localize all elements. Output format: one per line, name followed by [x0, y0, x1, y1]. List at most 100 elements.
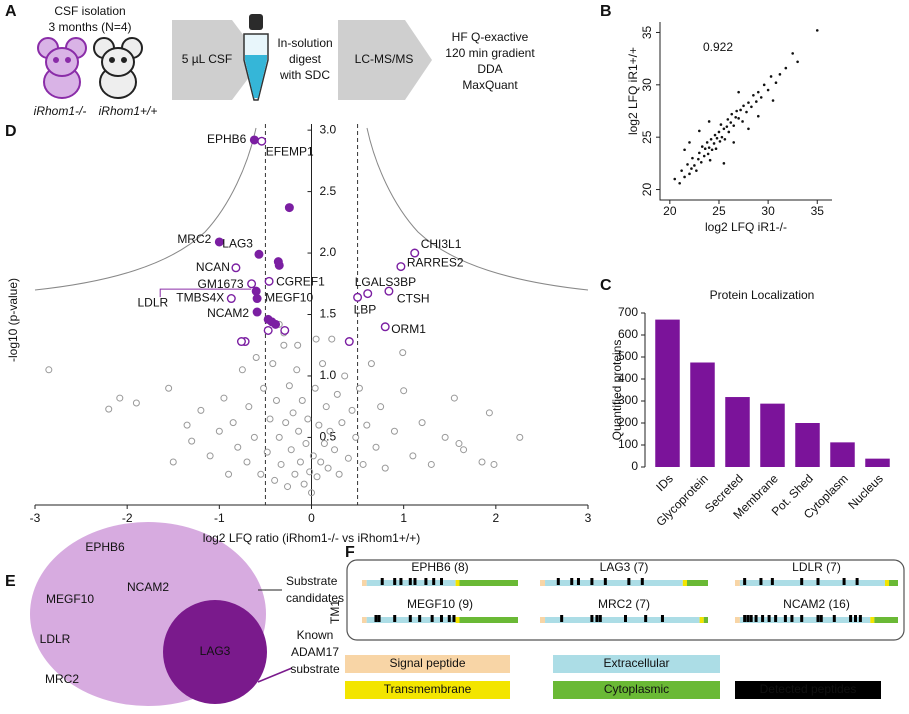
point: [229, 419, 237, 427]
workflow-text: CSF isolation: [54, 4, 125, 18]
legend-swatch: [553, 655, 720, 673]
cytoplasmic: [687, 580, 708, 586]
workflow-step: 5 µL CSF: [182, 52, 232, 66]
protein-map-frame: [346, 559, 905, 641]
point: [450, 394, 458, 402]
point: [745, 110, 748, 114]
point-label: ORM1: [391, 322, 426, 336]
point: [719, 123, 723, 126]
point: [348, 406, 356, 414]
extracellular: [739, 617, 871, 623]
y-tick-label: 1.5: [320, 307, 337, 321]
point: [778, 73, 782, 76]
cytoplasmic: [874, 617, 898, 623]
point-label: GM1673: [198, 277, 244, 291]
x-tick-label: IDs: [653, 471, 676, 494]
peptide: [816, 615, 820, 622]
point: [399, 349, 407, 357]
point: [427, 460, 435, 468]
peptide: [556, 578, 560, 585]
point: [708, 158, 712, 162]
axis: [659, 22, 832, 201]
point: [308, 489, 315, 497]
point: [712, 142, 716, 145]
point: [188, 437, 196, 445]
workflow-step: DDA: [477, 62, 502, 76]
peptide: [819, 615, 823, 622]
point: [702, 154, 706, 158]
labeled-point: [251, 286, 261, 296]
labeled-point: [214, 237, 224, 247]
point: [372, 443, 380, 451]
bar: [655, 319, 680, 467]
peptide: [447, 615, 451, 622]
highlight-point: [284, 203, 294, 213]
venn-label: MEGF10: [46, 592, 94, 606]
point: [206, 452, 214, 460]
side-label: TM1: [328, 600, 342, 624]
point: [45, 366, 53, 374]
point: [691, 156, 694, 160]
y-tick-label: 30: [640, 78, 654, 92]
point: [377, 403, 385, 411]
point: [266, 415, 274, 423]
peptide: [393, 578, 397, 585]
venn-label: MRC2: [45, 672, 79, 686]
transmembrane: [682, 580, 687, 586]
peptide: [440, 615, 443, 622]
y-tick-label: 700: [618, 305, 638, 319]
legend-label: Signal peptide: [389, 656, 465, 670]
peptide: [413, 578, 417, 585]
peptide: [842, 578, 846, 585]
y-tick-label: 2.0: [320, 245, 337, 259]
peptide: [640, 578, 644, 585]
peptide: [452, 615, 456, 622]
point-label: CGREF1: [276, 274, 325, 288]
point: [320, 440, 328, 448]
chart-title: Protein Localization: [710, 288, 815, 302]
point: [750, 105, 753, 109]
point: [116, 394, 124, 402]
point-label: MRC2: [177, 232, 211, 246]
peptide: [424, 578, 428, 585]
venn-note: candidates: [286, 591, 344, 605]
point: [304, 415, 312, 423]
point-label: EPHB6: [207, 132, 247, 146]
bar: [725, 397, 750, 467]
point: [730, 112, 734, 116]
point: [245, 403, 253, 411]
point: [727, 130, 731, 134]
peptide: [749, 615, 753, 622]
peptide: [627, 578, 631, 585]
venn-note: substrate: [290, 662, 340, 676]
point: [718, 140, 722, 143]
workflow-step: MaxQuant: [462, 78, 518, 92]
point: [441, 433, 449, 441]
signal-peptide: [362, 580, 367, 586]
point: [298, 397, 306, 405]
bar: [690, 362, 715, 467]
point: [707, 120, 711, 123]
cytoplasmic: [459, 617, 518, 623]
point-label: LGALS3BP: [355, 275, 416, 289]
protein-name: EPHB6 (8): [411, 560, 468, 574]
point: [756, 90, 760, 94]
point: [324, 464, 332, 472]
point: [680, 169, 683, 172]
highlight-point: [236, 337, 246, 347]
workflow-step: 120 min gradient: [445, 46, 535, 60]
point: [683, 175, 686, 179]
point: [355, 384, 363, 392]
workflow-step: LC-MS/MS: [355, 52, 414, 66]
point: [737, 90, 740, 94]
highlight-point: [271, 319, 281, 329]
connector: [159, 288, 252, 298]
point: [741, 120, 744, 123]
point: [747, 101, 750, 104]
point: [326, 427, 334, 435]
panel-label: F: [345, 544, 355, 561]
tube-icon: [243, 14, 269, 101]
highlight-point: [344, 337, 354, 347]
peptide: [743, 615, 747, 622]
point: [269, 360, 277, 368]
